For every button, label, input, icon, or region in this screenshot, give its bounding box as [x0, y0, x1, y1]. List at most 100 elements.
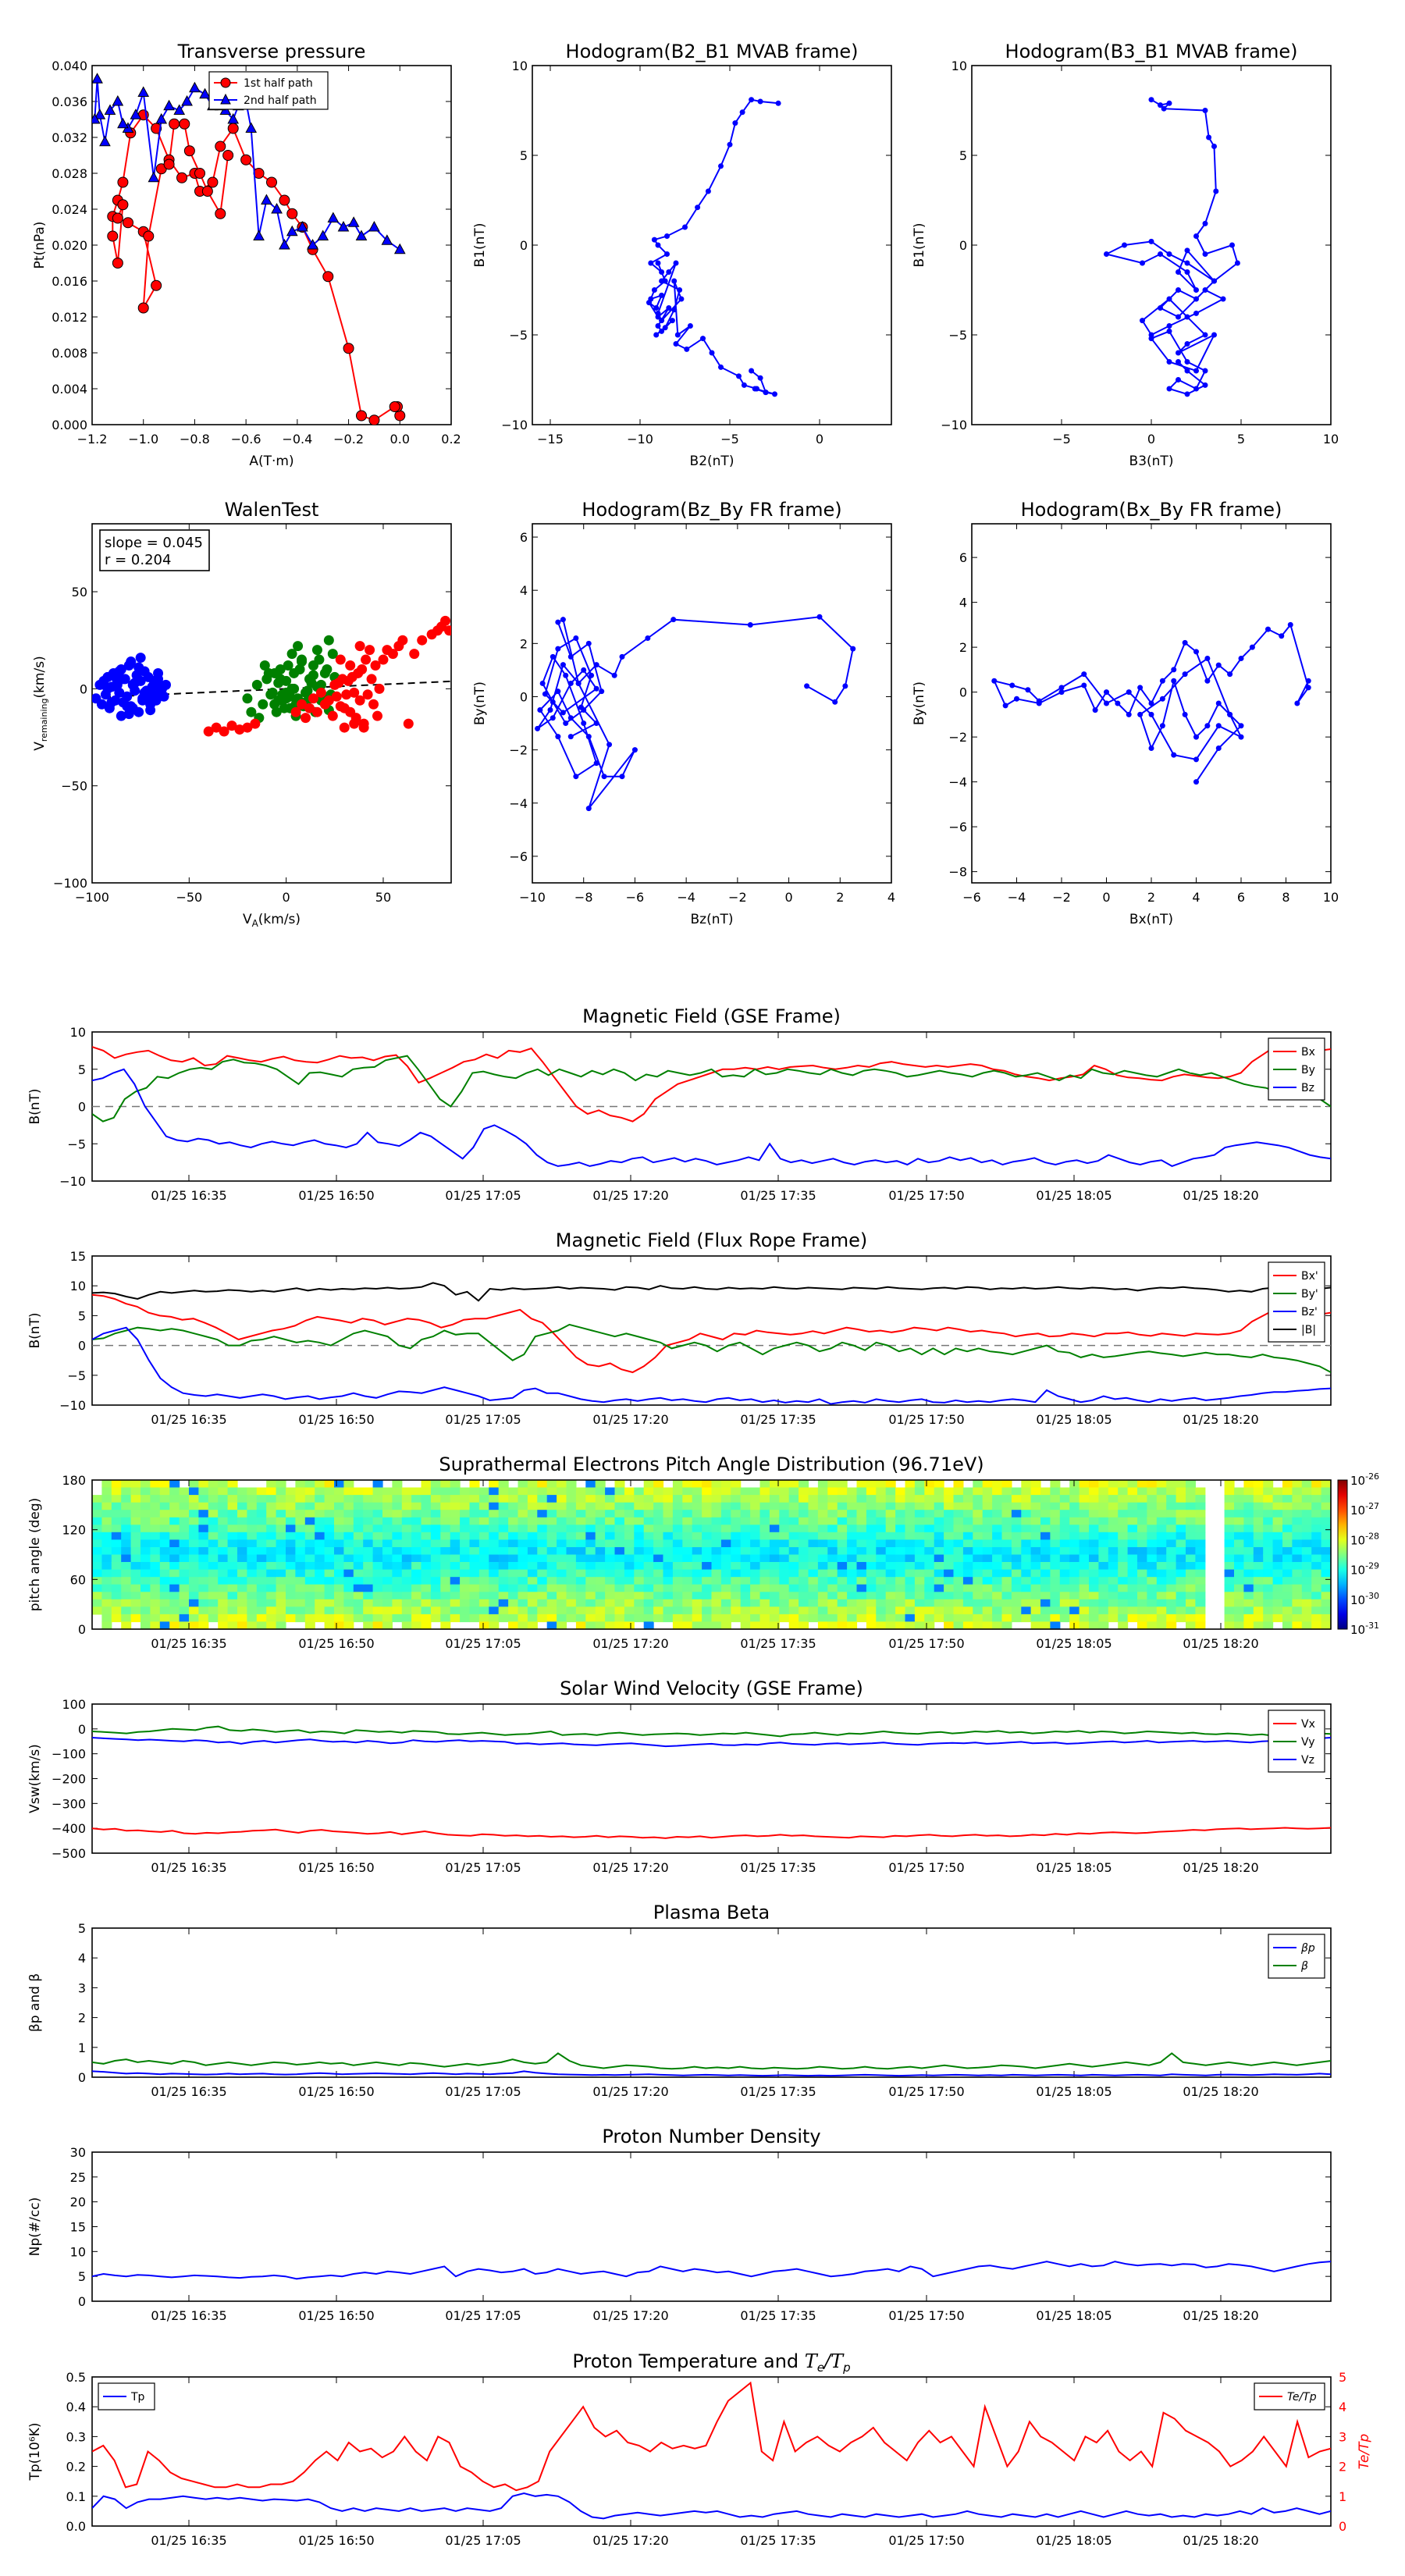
heatmap-cell — [169, 1495, 180, 1503]
heatmap-cell — [460, 1532, 471, 1540]
y-tick-label: −10 — [501, 418, 528, 432]
heatmap-cell — [973, 1480, 984, 1489]
heatmap-cell — [324, 1502, 335, 1510]
heatmap-cell — [518, 1525, 528, 1533]
heatmap-cell — [334, 1480, 344, 1489]
heatmap-cell — [1234, 1495, 1244, 1503]
heatmap-cell — [614, 1562, 625, 1571]
heatmap-cell — [334, 1621, 344, 1630]
heatmap-cell — [731, 1584, 742, 1592]
heatmap-cell — [1040, 1592, 1051, 1600]
data-point — [741, 382, 747, 388]
heatmap-cell — [895, 1525, 906, 1533]
heatmap-cell — [827, 1510, 838, 1518]
heatmap-cell — [208, 1502, 219, 1510]
heatmap-cell — [440, 1614, 451, 1623]
heatmap-cell — [1292, 1480, 1303, 1489]
time-tick-label: 01/25 18:05 — [1036, 2533, 1112, 2548]
y-tick-label: −6 — [948, 820, 967, 834]
heatmap-cell — [595, 1532, 606, 1540]
heatmap-cell — [1059, 1532, 1070, 1540]
chart-p5: Hodogram(Bz_By FR frame)−10 −8 −6 −4 −2 0 2 464… — [472, 499, 895, 927]
heatmap-cell — [208, 1547, 219, 1556]
heatmap-cell — [653, 1532, 664, 1540]
heatmap-cell — [363, 1510, 374, 1518]
heatmap-cell — [140, 1569, 151, 1578]
heatmap-cell — [469, 1487, 480, 1496]
legend-label: By' — [1301, 1288, 1318, 1300]
heatmap-cell — [372, 1487, 383, 1496]
heatmap-cell — [198, 1577, 209, 1585]
heatmap-cell — [1118, 1554, 1129, 1563]
heatmap-cell — [895, 1562, 906, 1571]
heatmap-cell — [1108, 1517, 1119, 1525]
heatmap-cell — [711, 1577, 722, 1585]
heatmap-cell — [295, 1517, 306, 1525]
x-tick-label: −0.8 — [180, 432, 210, 447]
heatmap-cell — [237, 1517, 247, 1525]
scatter-point — [145, 705, 156, 716]
y-tick-label: 15 — [70, 1249, 86, 1264]
heatmap-cell — [198, 1480, 209, 1489]
heatmap-cell — [1050, 1554, 1061, 1563]
heatmap-cell — [237, 1525, 247, 1533]
heatmap-cell — [1011, 1614, 1022, 1623]
heatmap-cell — [740, 1614, 751, 1623]
heatmap-cell — [315, 1539, 325, 1548]
heatmap-cell — [537, 1532, 548, 1540]
heatmap-cell — [924, 1502, 935, 1510]
heatmap-cell — [478, 1621, 489, 1630]
heatmap-cell — [518, 1495, 528, 1503]
chart-t1: Magnetic Field (GSE Frame)B(nT)1050−5−10… — [27, 1005, 1332, 1203]
heatmap-cell — [682, 1584, 693, 1592]
heatmap-cell — [769, 1621, 780, 1630]
heatmap-cell — [575, 1502, 586, 1510]
heatmap-cell — [1147, 1592, 1158, 1600]
heatmap-cell — [189, 1592, 199, 1600]
heatmap-cell — [876, 1621, 887, 1630]
heatmap-cell — [363, 1554, 374, 1563]
heatmap-cell — [769, 1592, 780, 1600]
heatmap-cell — [227, 1562, 238, 1571]
heatmap-cell — [218, 1577, 229, 1585]
heatmap-cell — [518, 1614, 528, 1623]
heatmap-cell — [1156, 1539, 1167, 1548]
heatmap-cell — [1030, 1577, 1041, 1585]
heatmap-cell — [1021, 1532, 1032, 1540]
heatmap-cell — [1147, 1562, 1158, 1571]
scatter-point — [130, 678, 140, 688]
scatter-point — [339, 722, 350, 733]
series-line — [92, 2381, 1331, 2492]
heatmap-cell — [711, 1614, 722, 1623]
heatmap-cell — [934, 1577, 944, 1585]
heatmap-cell — [1011, 1547, 1022, 1556]
y-tick-label: 10 — [70, 2244, 86, 2259]
heatmap-cell — [788, 1577, 799, 1585]
data-point — [589, 672, 595, 678]
heatmap-cell — [1079, 1614, 1090, 1623]
heatmap-cell — [411, 1577, 422, 1585]
heatmap-cell — [779, 1510, 790, 1518]
data-point — [671, 278, 678, 284]
heatmap-cell — [421, 1614, 432, 1623]
heatmap-cell — [478, 1599, 489, 1607]
y-tick-label: 5 — [520, 148, 528, 163]
chart-title: Plasma Beta — [653, 1902, 770, 1923]
heatmap-cell — [827, 1614, 838, 1623]
heatmap-cell — [169, 1502, 180, 1510]
heatmap-cell — [557, 1532, 567, 1540]
heatmap-cell — [1127, 1487, 1138, 1496]
heatmap-cell — [1195, 1592, 1206, 1600]
heatmap-cell — [1001, 1547, 1012, 1556]
heatmap-cell — [218, 1532, 229, 1540]
heatmap-cell — [1301, 1517, 1312, 1525]
scatter-point — [349, 687, 360, 698]
data-point — [560, 617, 566, 623]
y-tick-label: −200 — [52, 1772, 86, 1787]
y-right-tick-label: 1 — [1339, 2489, 1346, 2504]
heatmap-cell — [566, 1606, 577, 1615]
heatmap-cell — [1147, 1554, 1158, 1563]
time-tick-label: 01/25 17:05 — [445, 1636, 521, 1651]
heatmap-cell — [421, 1584, 432, 1592]
y-tick-label: 15 — [70, 2220, 86, 2235]
